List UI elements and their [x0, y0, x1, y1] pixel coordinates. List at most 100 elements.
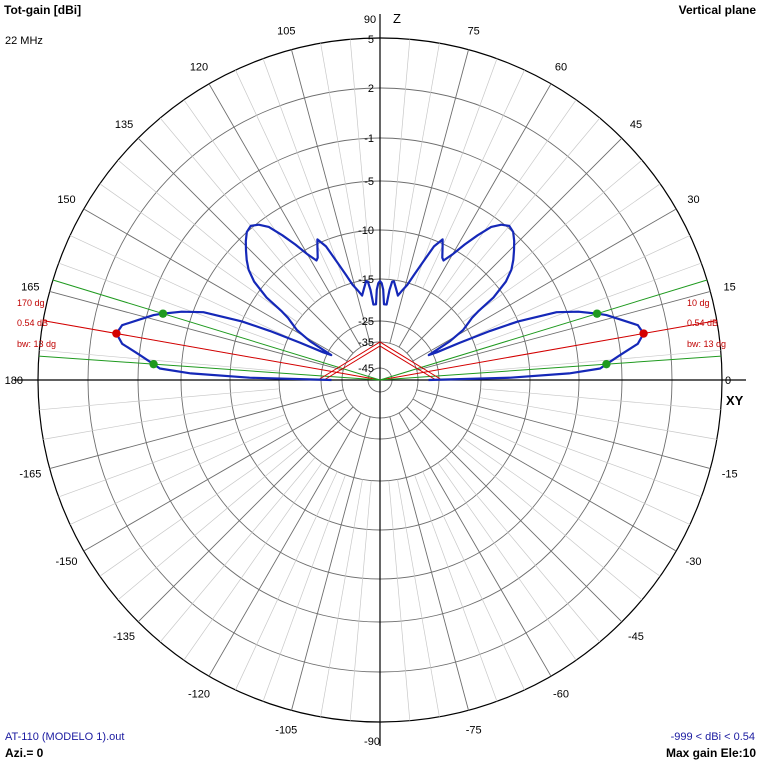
angle-spoke	[49, 389, 344, 469]
angle-spoke	[437, 99, 577, 298]
beamwidth-line	[379, 279, 708, 381]
angle-spoke	[416, 291, 711, 371]
angle-spoke	[99, 437, 298, 577]
angle-spoke	[480, 388, 721, 411]
angle-spoke	[471, 422, 691, 525]
angle-spoke	[457, 444, 643, 601]
center-triangle-inner	[323, 345, 437, 381]
beamwidth-line	[38, 355, 381, 381]
angle-spoke	[474, 262, 702, 346]
angle-spoke	[462, 437, 661, 577]
angle-spoke	[58, 262, 286, 346]
ring-label: 5	[368, 34, 374, 46]
angle-tick-label: 165	[21, 281, 39, 293]
beamwidth-marker	[158, 309, 168, 318]
axis-label-xy: XY	[726, 393, 744, 408]
angle-spoke	[117, 159, 303, 316]
angle-spoke	[397, 43, 440, 281]
beamwidth-marker	[602, 359, 611, 369]
angle-tick-label: 180	[5, 375, 23, 387]
angle-tick-label: 15	[724, 281, 736, 293]
angle-spoke	[49, 291, 344, 371]
left-marker-bw: bw: 13 dg	[17, 339, 56, 349]
file-name: AT-110 (MODELO 1).out	[5, 731, 125, 743]
angle-spoke	[137, 406, 354, 623]
beamwidth-marker	[149, 359, 158, 369]
angle-tick-label: 120	[190, 61, 208, 73]
angle-tick-label: 105	[277, 25, 295, 37]
angle-spoke	[422, 69, 525, 289]
plane-label: Vertical plane	[678, 3, 756, 17]
angle-spoke	[480, 349, 721, 372]
angle-spoke	[388, 480, 411, 721]
angle-spoke	[291, 49, 371, 344]
angle-spoke	[69, 235, 289, 338]
angle-spoke	[159, 457, 316, 643]
angle-spoke	[159, 117, 316, 303]
angle-tick-label: 30	[687, 194, 699, 206]
angle-spoke	[183, 99, 323, 298]
angle-spoke	[457, 159, 643, 316]
ring-label: -35	[358, 337, 374, 349]
angle-spoke	[389, 416, 469, 711]
left-marker-angle: 170 dg	[17, 298, 45, 308]
angle-spoke	[444, 457, 601, 643]
angle-spoke	[262, 474, 346, 702]
right-marker-bw: bw: 13 dg	[687, 339, 726, 349]
max-gain-marker	[639, 329, 648, 338]
azimuth-label: Azi.= 0	[5, 746, 44, 760]
angle-spoke	[414, 474, 498, 702]
angle-spoke	[398, 412, 552, 677]
angle-spoke	[43, 397, 281, 440]
right-marker-angle: 10 dg	[687, 298, 710, 308]
angle-spoke	[444, 117, 601, 303]
angle-spoke	[406, 406, 623, 623]
ring-label: -25	[358, 316, 374, 328]
angle-spoke	[69, 422, 289, 525]
angle-spoke	[183, 462, 323, 661]
angle-spoke	[349, 39, 372, 280]
max-gain-marker	[112, 329, 121, 338]
gain-markers	[112, 309, 648, 369]
angle-spoke	[291, 416, 371, 711]
angle-tick-label: -150	[55, 556, 77, 568]
angle-tick-label: 75	[468, 25, 480, 37]
angle-spoke	[235, 69, 338, 289]
angle-tick-label: -15	[722, 469, 738, 481]
angle-spoke	[99, 183, 298, 323]
angle-tick-label: -75	[466, 725, 482, 737]
angle-tick-labels: 0 15 30 45 60 75 90 105 120 135 150 165 180 -165 -150 -…	[5, 14, 738, 748]
angle-spoke	[117, 444, 303, 601]
angle-tick-label: -45	[628, 631, 644, 643]
gain-title: Tot-gain [dBi]	[4, 3, 82, 17]
ring-labels: 5 2 -1 -5 -10 -15 -25 -35 -45	[358, 34, 374, 375]
angle-spoke	[397, 479, 440, 717]
angle-spoke	[471, 235, 691, 338]
marker-lines	[38, 279, 722, 381]
max-gain-line	[43, 320, 381, 381]
angle-tick-label: 135	[115, 119, 133, 131]
angle-spoke	[235, 471, 338, 691]
ring-label: -45	[358, 363, 374, 375]
frequency-label: 22 MHz	[5, 35, 43, 47]
axis-label-z: Z	[393, 11, 401, 26]
angle-tick-label: 150	[57, 194, 75, 206]
ring-label: -15	[358, 274, 374, 286]
angle-tick-label: -165	[19, 469, 41, 481]
angle-spoke	[39, 349, 280, 372]
angle-spoke	[398, 83, 552, 348]
angle-tick-label: -90	[364, 736, 380, 748]
angle-spoke	[389, 49, 469, 344]
angle-spoke	[262, 58, 346, 286]
right-marker-gain: 0.54 dB	[687, 318, 718, 328]
angle-tick-label: 60	[555, 61, 567, 73]
angle-tick-label: -105	[275, 725, 297, 737]
angle-spoke	[416, 389, 711, 469]
max-gain-line	[379, 320, 717, 381]
angle-spoke	[320, 43, 363, 281]
left-marker-gain: 0.54 dB	[17, 318, 48, 328]
gain-range: -999 < dBi < 0.54	[670, 731, 755, 743]
angle-tick-label: 0	[725, 375, 731, 387]
ring-label: -10	[358, 225, 374, 237]
